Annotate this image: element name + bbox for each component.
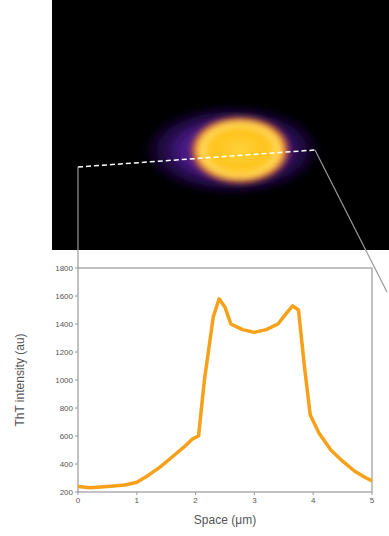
x-tick <box>195 492 196 495</box>
x-tick-label: 4 <box>311 496 316 505</box>
y-tick <box>75 408 78 409</box>
zoom-line <box>77 167 78 268</box>
x-tick <box>136 492 137 495</box>
y-tick-label: 1400 <box>55 320 73 329</box>
y-tick <box>75 436 78 437</box>
y-tick-label: 200 <box>60 488 74 497</box>
x-tick <box>313 492 314 495</box>
cell <box>190 116 290 184</box>
y-tick-label: 600 <box>60 432 74 441</box>
y-axis-title: ThT intensity (au) <box>13 333 27 426</box>
y-tick-label: 1800 <box>55 264 73 273</box>
y-tick-label: 1600 <box>55 292 73 301</box>
x-tick <box>254 492 255 495</box>
y-tick <box>75 464 78 465</box>
y-tick <box>75 324 78 325</box>
y-tick-label: 1200 <box>55 348 73 357</box>
y-tick <box>75 380 78 381</box>
data-group <box>78 299 372 488</box>
y-tick-label: 400 <box>60 460 74 469</box>
x-tick-label: 3 <box>252 496 257 505</box>
x-tick-label: 2 <box>193 496 198 505</box>
y-tick-label: 800 <box>60 404 74 413</box>
x-tick-label: 0 <box>76 496 81 505</box>
x-tick <box>78 492 79 495</box>
x-tick-label: 5 <box>370 496 375 505</box>
y-tick <box>75 352 78 353</box>
figure: 200 400 600 800 1000 1200 1400 1600 1800 0 1 2 3 4 5 Sp… <box>0 0 389 536</box>
glow <box>137 102 327 198</box>
plot-frame <box>78 268 372 492</box>
x-tick <box>372 492 373 495</box>
line-series <box>78 299 372 488</box>
y-tick-label: 1000 <box>55 376 73 385</box>
micrograph <box>52 0 389 250</box>
y-tick <box>75 296 78 297</box>
y-tick <box>75 268 78 269</box>
profile-line <box>78 150 315 167</box>
x-tick-label: 1 <box>135 496 140 505</box>
x-axis-title: Space (μm) <box>194 513 256 527</box>
